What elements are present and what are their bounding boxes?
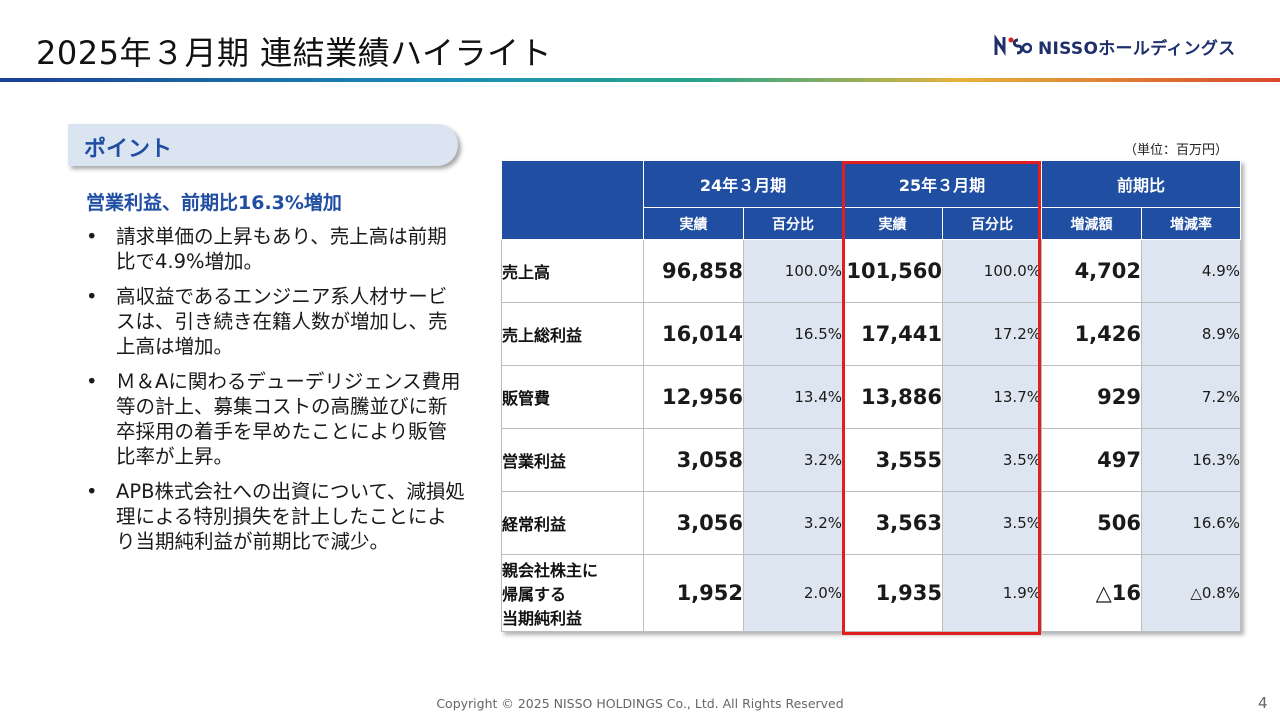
yoy-rate: 4.9%: [1141, 239, 1241, 303]
yoy-rate: 16.6%: [1141, 491, 1241, 555]
fy25-ratio: 13.7%: [942, 365, 1042, 429]
bullet-item: APB株式会社への出資について、減損処理による特別損失を計上したことにより当期純…: [86, 479, 466, 554]
yoy-change: 1,426: [1041, 302, 1142, 366]
yoy-change: 506: [1041, 491, 1142, 555]
table-row: 営業利益 3,058 3.2% 3,555 3.5% 497 16.3%: [501, 428, 1241, 492]
fy25-value: 1,935: [842, 554, 943, 632]
fy24-ratio: 16.5%: [743, 302, 843, 366]
header-rule: [0, 78, 1280, 82]
fy24-ratio: 3.2%: [743, 428, 843, 492]
point-tab: ポイント: [68, 124, 458, 166]
sub-header: 百分比: [942, 207, 1042, 240]
nisso-logo-icon: [994, 34, 1033, 57]
logo-text: NISSOホールディングス: [1038, 38, 1236, 59]
fy25-ratio: 1.9%: [942, 554, 1042, 632]
sub-header: 実績: [643, 207, 744, 240]
fy24-value: 96,858: [643, 239, 744, 303]
fy24-value: 12,956: [643, 365, 744, 429]
yoy-change: 929: [1041, 365, 1142, 429]
fy25-value: 3,563: [842, 491, 943, 555]
table-row: 経常利益 3,056 3.2% 3,563 3.5% 506 16.6%: [501, 491, 1241, 555]
row-label: 販管費: [501, 365, 644, 429]
company-logo: NISSOホールディングス: [994, 34, 1236, 59]
row-label-line: 親会社株主に: [502, 561, 599, 580]
bullet-item: Ｍ＆Aに関わるデューデリジェンス費用等の計上、募集コストの高騰並びに新卒採用の着…: [86, 369, 466, 469]
fy25-value: 13,886: [842, 365, 943, 429]
group-header-yoy: 前期比: [1041, 160, 1241, 208]
point-tab-label: ポイント: [84, 137, 173, 162]
fy25-ratio: 17.2%: [942, 302, 1042, 366]
fy24-ratio: 100.0%: [743, 239, 843, 303]
row-label-line: 当期純利益: [502, 609, 583, 628]
bullet-item: 高収益であるエンジニア系人材サービスは、引き続き在籍人数が増加し、売上高は増加。: [86, 284, 466, 359]
row-label: 営業利益: [501, 428, 644, 492]
sub-header: 増減額: [1041, 207, 1142, 240]
fy25-ratio: 3.5%: [942, 428, 1042, 492]
yoy-rate: 16.3%: [1141, 428, 1241, 492]
fy24-ratio: 2.0%: [743, 554, 843, 632]
table-row: 売上高 96,858 100.0% 101,560 100.0% 4,702 4…: [501, 239, 1241, 303]
table-row: 販管費 12,956 13.4% 13,886 13.7% 929 7.2%: [501, 365, 1241, 429]
sub-header: 増減率: [1141, 207, 1241, 240]
yoy-change: △16: [1041, 554, 1142, 632]
row-label: 売上高: [501, 239, 644, 303]
row-label: 親会社株主に 帰属する 当期純利益: [501, 554, 644, 632]
page-title: 2025年３月期 連結業績ハイライト: [36, 34, 552, 72]
page-number: 4: [1258, 694, 1268, 712]
yoy-change: 497: [1041, 428, 1142, 492]
fy25-value: 17,441: [842, 302, 943, 366]
fy25-ratio: 100.0%: [942, 239, 1042, 303]
fy24-value: 3,056: [643, 491, 744, 555]
corner-header: [501, 160, 644, 240]
fy25-value: 101,560: [842, 239, 943, 303]
yoy-rate: △0.8%: [1141, 554, 1241, 632]
fy24-ratio: 3.2%: [743, 491, 843, 555]
fy25-ratio: 3.5%: [942, 491, 1042, 555]
fy24-value: 3,058: [643, 428, 744, 492]
yoy-rate: 7.2%: [1141, 365, 1241, 429]
table-row: 親会社株主に 帰属する 当期純利益 1,952 2.0% 1,935 1.9% …: [501, 554, 1241, 632]
group-header-fy25: 25年３月期: [842, 160, 1042, 208]
table-row: 売上総利益 16,014 16.5% 17,441 17.2% 1,426 8.…: [501, 302, 1241, 366]
row-label: 売上総利益: [501, 302, 644, 366]
point-bullets: 請求単価の上昇もあり、売上高は前期比で4.9%増加。 高収益であるエンジニア系人…: [86, 224, 466, 564]
sub-header: 百分比: [743, 207, 843, 240]
row-label-line: 帰属する: [502, 585, 567, 604]
copyright: Copyright © 2025 NISSO HOLDINGS Co., Ltd…: [436, 696, 844, 711]
point-headline: 営業利益、前期比16.3%増加: [86, 192, 342, 214]
fy24-value: 1,952: [643, 554, 744, 632]
unit-note: （単位：百万円）: [1124, 143, 1229, 158]
fy24-value: 16,014: [643, 302, 744, 366]
fy24-ratio: 13.4%: [743, 365, 843, 429]
sub-header: 実績: [842, 207, 943, 240]
fy25-value: 3,555: [842, 428, 943, 492]
row-label: 経常利益: [501, 491, 644, 555]
group-header-fy24: 24年３月期: [643, 160, 843, 208]
yoy-rate: 8.9%: [1141, 302, 1241, 366]
yoy-change: 4,702: [1041, 239, 1142, 303]
financial-table: 24年３月期 25年３月期 前期比 実績 百分比 実績 百分比 増減額 増減率 …: [501, 160, 1241, 632]
bullet-item: 請求単価の上昇もあり、売上高は前期比で4.9%増加。: [86, 224, 466, 274]
